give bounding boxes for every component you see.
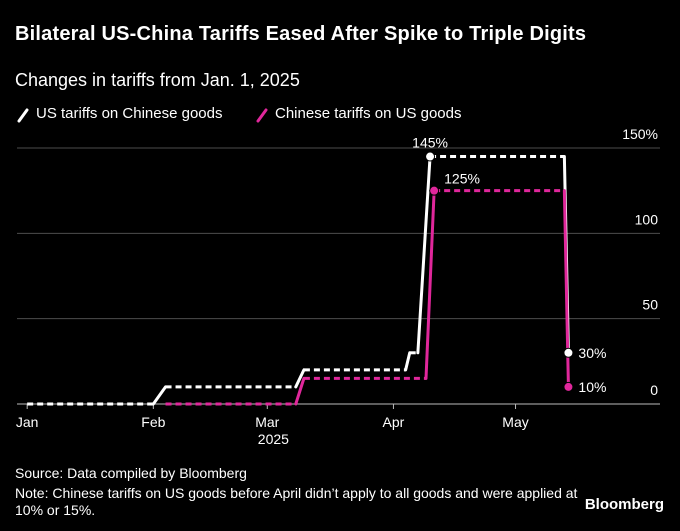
y-tick-label: 150% bbox=[622, 126, 658, 142]
x-tick-label: Feb bbox=[141, 414, 165, 430]
x-sublabel: 2025 bbox=[258, 431, 289, 447]
line-segment-change bbox=[151, 385, 168, 406]
y-tick-label: 0 bbox=[650, 382, 658, 398]
value-label: 145% bbox=[412, 135, 448, 151]
legend-label: Chinese tariffs on US goods bbox=[275, 105, 462, 122]
x-tick-label: May bbox=[502, 414, 528, 430]
line-segment-change bbox=[294, 368, 306, 389]
line-segment-change bbox=[294, 376, 306, 406]
brand: Bloomberg bbox=[584, 496, 664, 513]
value-label: 125% bbox=[444, 171, 480, 187]
line-segment-change bbox=[424, 189, 436, 380]
source: Source: Data compiled by Bloomberg bbox=[15, 465, 247, 481]
value-label: 10% bbox=[578, 379, 606, 395]
chart-subtitle: Changes in tariffs from Jan. 1, 2025 bbox=[15, 70, 300, 90]
y-tick-label: 100 bbox=[635, 211, 659, 227]
point bbox=[563, 381, 574, 392]
legend-label: US tariffs on Chinese goods bbox=[36, 105, 223, 122]
legend-swatch bbox=[17, 108, 29, 123]
note: Note: Chinese tariffs on US goods before… bbox=[15, 485, 578, 518]
x-tick-label: Mar bbox=[255, 414, 279, 430]
y-tick-label: 50 bbox=[642, 297, 658, 313]
x-tick-label: Apr bbox=[383, 414, 405, 430]
x-tick-label: Jan bbox=[16, 414, 39, 430]
line-segment-change bbox=[416, 155, 432, 355]
chart-title: Bilateral US-China Tariffs Eased After S… bbox=[15, 23, 587, 45]
point bbox=[429, 185, 440, 196]
line-segment-change bbox=[404, 351, 412, 372]
value-label: 30% bbox=[578, 345, 606, 361]
legend-swatch bbox=[256, 108, 268, 123]
point bbox=[425, 151, 436, 162]
point bbox=[563, 347, 574, 358]
